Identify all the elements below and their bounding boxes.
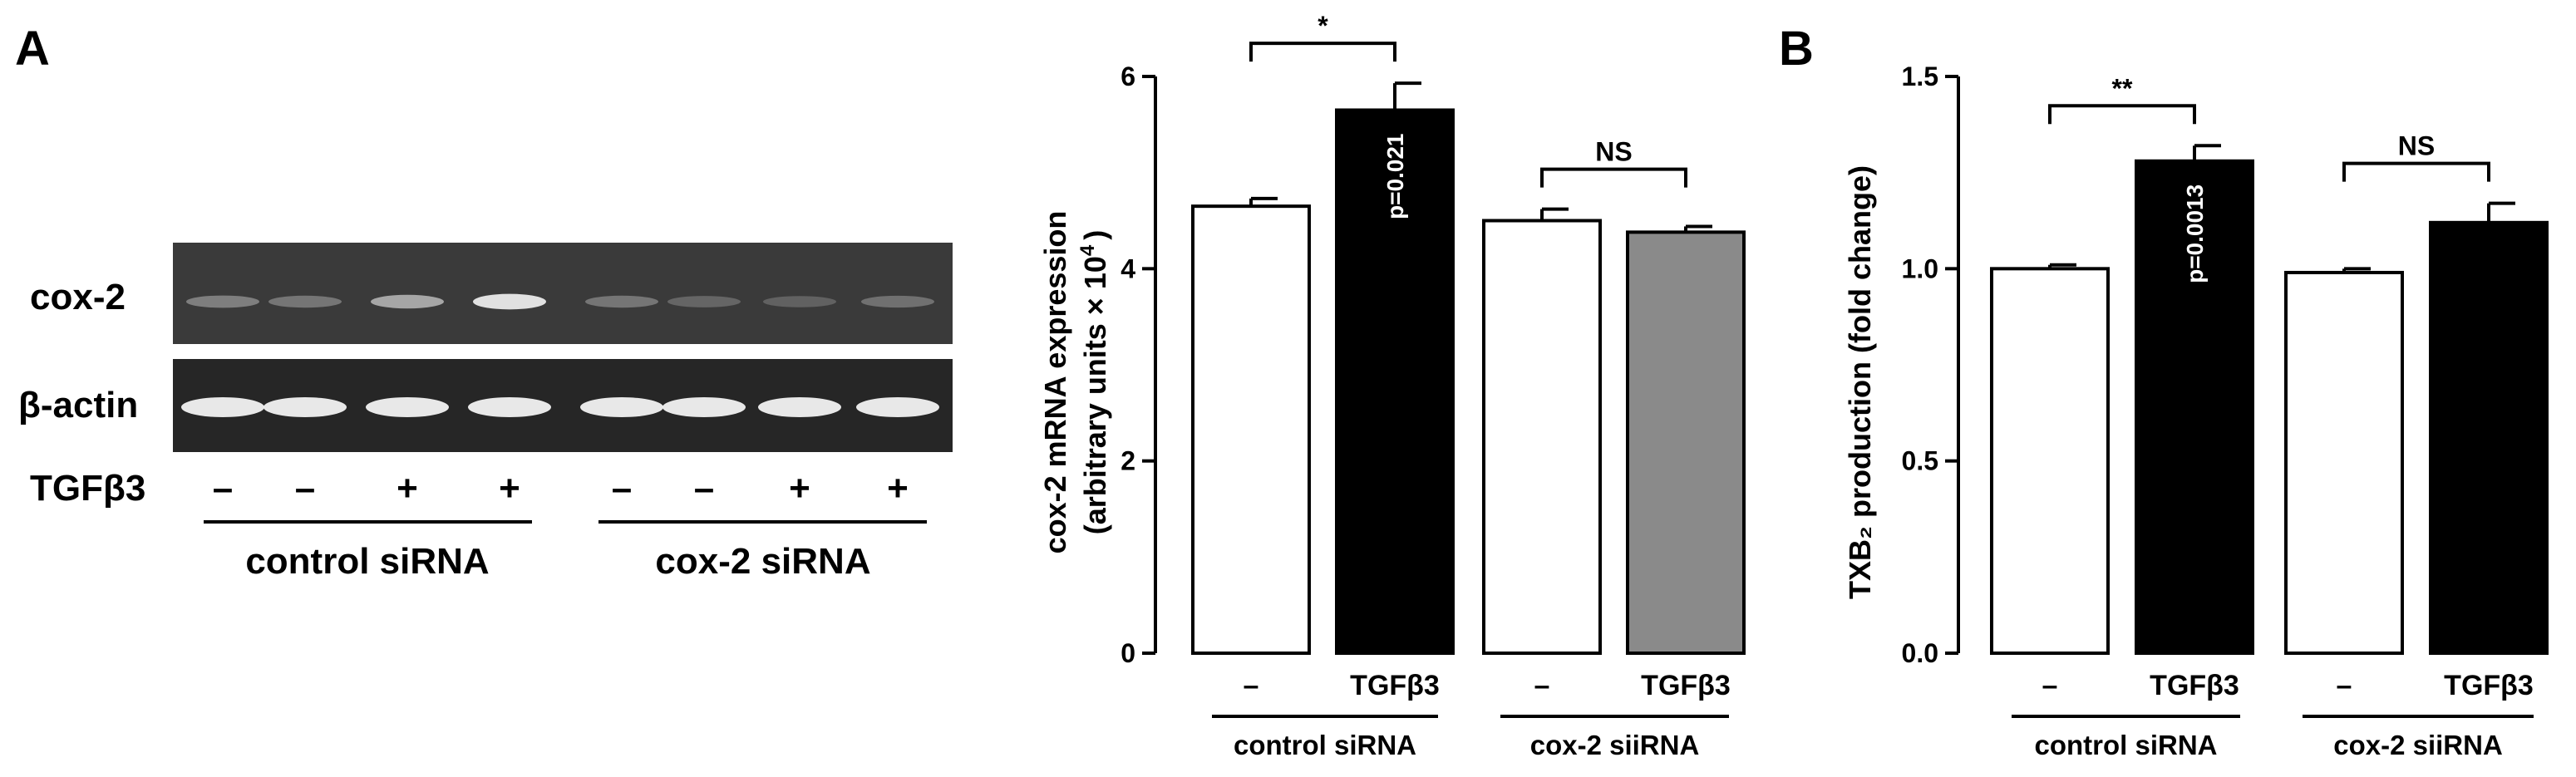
actin-bands (181, 397, 939, 417)
bar (2284, 270, 2404, 655)
gel-group-label-cox2: cox-2 siRNA (655, 541, 870, 582)
y-ticks: 0 2 4 6 (1121, 61, 1157, 668)
gel-band-actin (662, 397, 746, 417)
cox2-bands (186, 293, 934, 310)
significance-bracket (1249, 42, 1396, 62)
category-label: – (2042, 670, 2058, 701)
y-tick-label: 0 (1121, 638, 1135, 668)
gel-strip-cox2 (173, 243, 953, 344)
chart-cox2-mrna: cox-2 mRNA expression (arbitrary units ×… (1038, 11, 1746, 760)
group-label: cox-2 siiRNA (2333, 730, 2503, 760)
gel-band-cox2 (186, 295, 259, 308)
significance-bracket (2342, 161, 2490, 182)
category-label: TGFβ3 (1641, 670, 1731, 701)
bar (2429, 220, 2549, 655)
gel-row-label-cox2: cox-2 (30, 277, 126, 317)
significance-label: * (1318, 11, 1328, 41)
category-label: – (1244, 670, 1259, 701)
y-axis-title-close: ) (1078, 230, 1112, 240)
gel-band-cox2 (667, 296, 741, 307)
y-tick-label: 4 (1121, 253, 1135, 283)
gel-band-actin (468, 397, 551, 417)
group-label: cox-2 siiRNA (1530, 730, 1700, 760)
significance-brackets: * NS (1249, 11, 1687, 188)
y-ticks: 0.0 0.5 1.0 1.5 (1902, 61, 1960, 668)
significance-label: NS (2398, 131, 2435, 161)
gel-band-cox2 (473, 293, 546, 310)
gel-band-actin (181, 397, 264, 417)
panel-letter-a: A (15, 22, 50, 76)
y-tick-label: 6 (1121, 61, 1135, 91)
y-axis-title-line1: cox-2 mRNA expression (1038, 211, 1072, 554)
lane-sign: – (612, 468, 632, 509)
y-axis-title-line2-main: (arbitrary units × 10 (1078, 256, 1112, 534)
gel-band-actin (264, 397, 347, 417)
lane-sign: + (499, 468, 520, 509)
y-axis-title-cox2: cox-2 mRNA expression (arbitrary units ×… (1038, 211, 1112, 554)
bar (1191, 204, 1311, 655)
gel-band-cox2 (763, 296, 836, 307)
y-tick-label: 1.0 (1902, 253, 1938, 283)
significance-bracket (1540, 167, 1687, 188)
bar (1482, 219, 1602, 655)
lane-signs: – – + + – – + + (213, 468, 909, 509)
category-label: – (2337, 670, 2352, 701)
y-tick-label: 2 (1121, 446, 1135, 476)
lane-sign: + (789, 468, 810, 509)
y-axis-title-line2: (arbitrary units × 104) (1076, 230, 1112, 535)
gel-band-actin (758, 397, 841, 417)
gel-band-cox2 (268, 295, 342, 308)
bar (2135, 159, 2254, 655)
significance-label: NS (1595, 137, 1632, 167)
gel-group-label-control: control siRNA (245, 541, 489, 582)
bars: p=0.0013 (1990, 144, 2549, 655)
gel-row-label-actin: β-actin (18, 385, 138, 425)
bar (1626, 230, 1746, 655)
category-label: TGFβ3 (2150, 670, 2239, 701)
bars: p=0.021 (1191, 81, 1746, 655)
category-label: – (1534, 670, 1550, 701)
gel-treatment-label: TGFβ3 (30, 468, 145, 509)
group-label: control siRNA (2034, 730, 2217, 760)
gel-band-cox2 (861, 295, 934, 308)
gel-band-cox2 (371, 294, 444, 309)
gel-band-actin (580, 397, 663, 417)
category-labels: – TGFβ3 – TGFβ3 (2042, 670, 2534, 701)
lane-sign: + (396, 468, 418, 509)
significance-label: ** (2112, 73, 2133, 103)
significance-bracket (2048, 104, 2196, 125)
y-tick-label: 0.0 (1902, 638, 1938, 668)
lane-sign: – (694, 468, 714, 509)
lane-sign: + (887, 468, 909, 509)
lane-sign: – (295, 468, 315, 509)
bar (1990, 267, 2110, 655)
y-axis-title-sup: 4 (1076, 244, 1099, 256)
gel-band-cox2 (585, 295, 658, 308)
lane-sign: – (213, 468, 233, 509)
group-labels: control siRNA cox-2 siiRNA (2012, 715, 2534, 760)
p-value-label: p=0.0013 (2182, 184, 2208, 283)
gel-panel: cox-2 β-actin TGFβ3 – – + + – – + + cont… (18, 243, 953, 582)
y-tick-label: 1.5 (1902, 61, 1938, 91)
group-label: control siRNA (1234, 730, 1416, 760)
y-tick-label: 0.5 (1902, 446, 1938, 476)
y-axis-title-txb2: TXB₂ production (fold change) (1843, 165, 1877, 599)
category-label: TGFβ3 (2444, 670, 2534, 701)
category-label: TGFβ3 (1350, 670, 1440, 701)
panel-letter-b: B (1779, 22, 1814, 76)
significance-brackets: ** NS (2048, 73, 2490, 182)
gel-band-actin (856, 397, 939, 417)
chart-txb2: TXB₂ production (fold change) 0.0 0.5 1.0 1… (1843, 61, 2549, 760)
category-labels: – TGFβ3 – TGFβ3 (1244, 670, 1731, 701)
gel-band-actin (366, 397, 449, 417)
group-labels: control siRNA cox-2 siiRNA (1212, 715, 1729, 760)
p-value-label: p=0.021 (1382, 133, 1408, 219)
